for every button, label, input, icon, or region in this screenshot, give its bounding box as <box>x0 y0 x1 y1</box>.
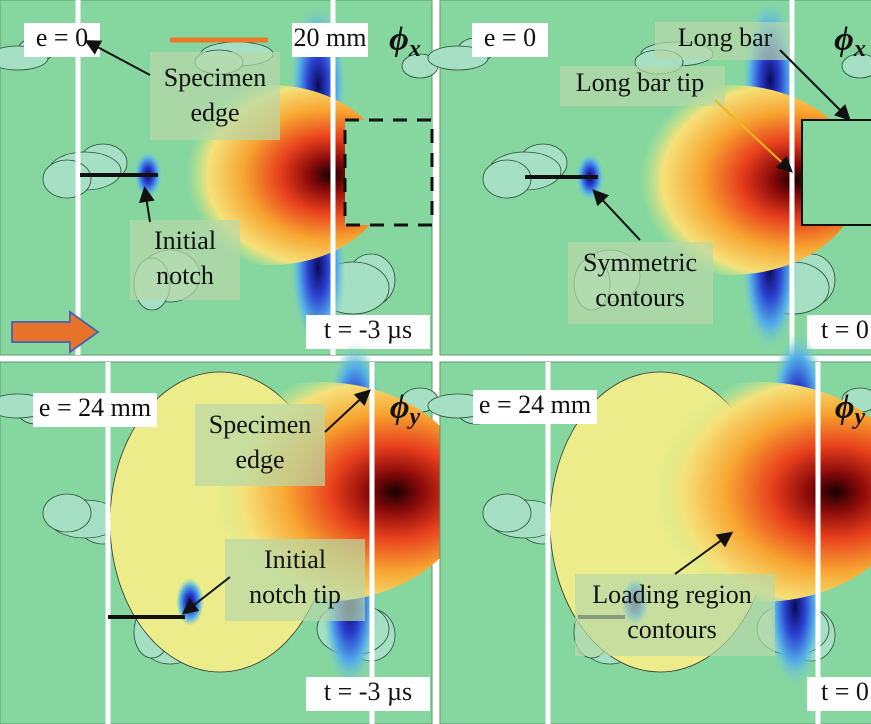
panel: e = 0 t = -3 µs 20 mm ϕx Specimen edge Initial… <box>0 0 438 355</box>
e-label: e = 0 <box>484 23 536 52</box>
field-name: ϕ <box>834 21 854 58</box>
annotation-text: contours <box>595 283 685 312</box>
annotation-text: Specimen <box>164 63 267 92</box>
field-subscript: y <box>852 404 866 430</box>
field-subscript: x <box>853 36 866 62</box>
annotation-text: Initial <box>154 226 216 255</box>
field-name: ϕ <box>389 21 409 58</box>
annotation-text: Initial <box>264 545 326 574</box>
field-subscript: y <box>407 404 421 430</box>
time-label: t = -3 µs <box>324 677 412 706</box>
panel: e = 24 mm t = -3 µs ϕy Specimen edge Initial n… <box>0 342 470 724</box>
long-bar <box>802 120 871 225</box>
contour-patch <box>43 160 91 198</box>
contour-patch <box>483 494 531 532</box>
contour-patch <box>43 494 91 532</box>
e-label: e = 0 <box>36 23 88 52</box>
e-label: e = 24 mm <box>479 390 591 419</box>
annotation-text: notch tip <box>249 580 341 609</box>
e-label: e = 24 mm <box>39 393 151 422</box>
long-bar <box>345 120 432 225</box>
annotation-text: edge <box>190 98 239 127</box>
annotation-text: edge <box>235 445 284 474</box>
annotation-text: contours <box>627 615 717 644</box>
annotation-text: Loading region <box>592 580 752 609</box>
scale-label: 20 mm <box>294 23 367 52</box>
annotation-text: Specimen <box>209 410 312 439</box>
contour-patch <box>483 160 531 198</box>
annotation-text: Long bar <box>678 23 773 52</box>
annotation-text: Long bar tip <box>576 68 705 97</box>
panel: e = 0 t = 0 ϕx Long bar Long bar tip Symmetri… <box>428 0 871 355</box>
annotation-text: Symmetric <box>583 248 697 277</box>
time-label: t = 0 <box>821 315 869 344</box>
field-name: ϕ <box>835 389 855 426</box>
panel: e = 24 mm t = 0 ϕy Loading region contours <box>428 332 871 724</box>
field-subscript: x <box>408 36 421 62</box>
annotation-text: notch <box>156 261 214 290</box>
field-name: ϕ <box>390 389 410 426</box>
time-label: t = 0 <box>821 677 869 706</box>
time-label: t = -3 µs <box>324 315 412 344</box>
figure: e = 0t = -3 µs20 mmϕxSpecimenedgeInitial… <box>0 0 871 724</box>
